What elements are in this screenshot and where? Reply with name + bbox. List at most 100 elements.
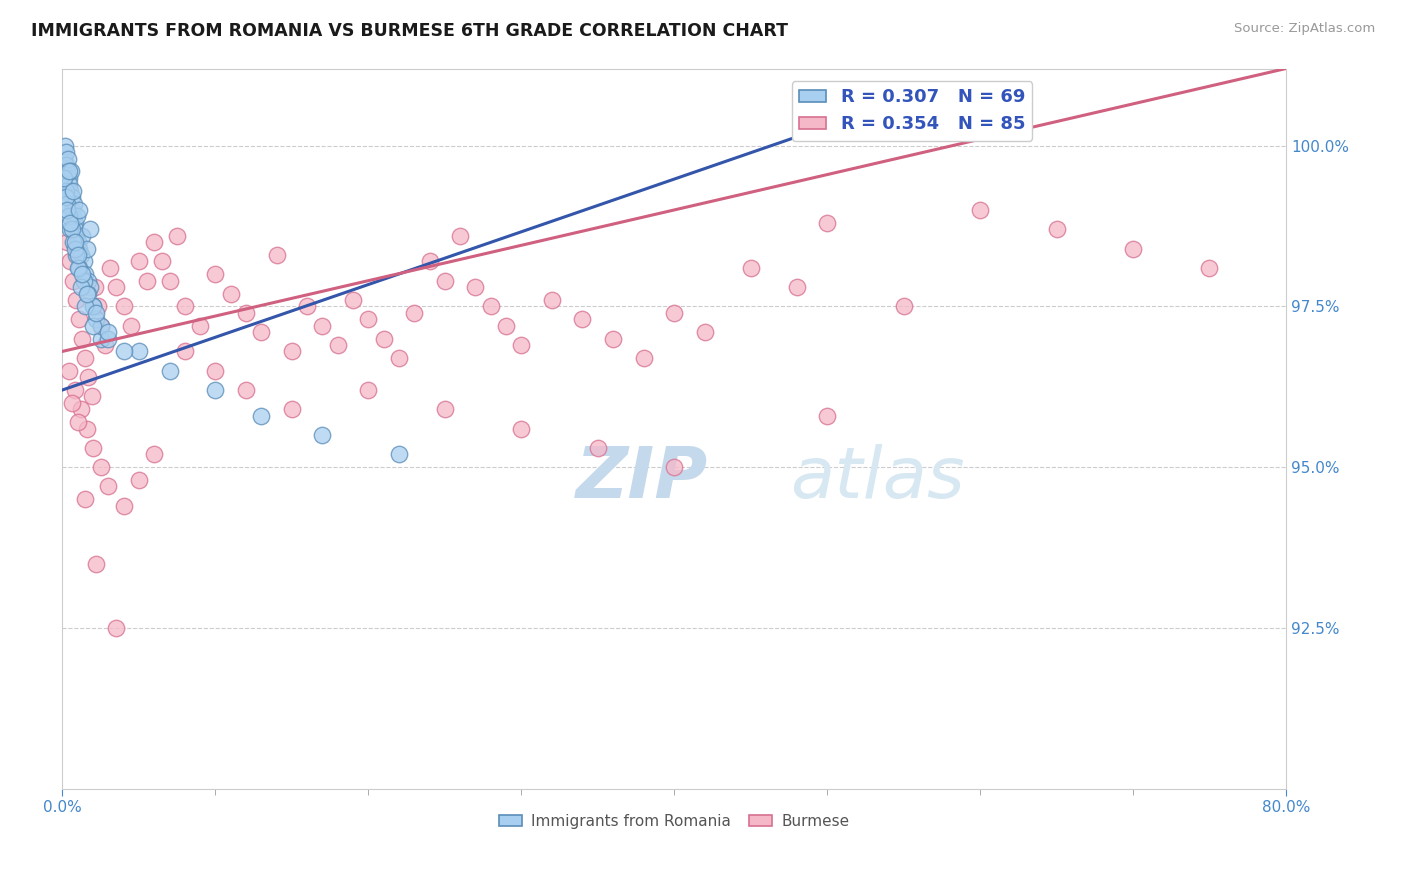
Point [433,274,456,288]
Point [82,318,104,333]
Point [58,210,80,224]
Point [90,332,112,346]
Point [464,280,486,294]
Point [664,306,686,320]
Point [76,421,98,435]
Point [633,351,655,365]
Point [55,145,77,160]
Point [97,325,120,339]
Point [815,216,838,230]
Point [143,235,166,249]
Point [166,228,188,243]
Point [479,299,502,313]
Point [67,260,90,275]
Point [59,254,82,268]
Point [143,447,166,461]
Point [79,222,101,236]
Point [112,499,135,513]
Point [90,460,112,475]
Point [66,235,89,249]
Point [72,332,94,346]
Point [128,254,150,268]
Text: Source: ZipAtlas.com: Source: ZipAtlas.com [1234,22,1375,36]
Point [53,138,76,153]
Point [56,164,79,178]
Point [98,260,121,275]
Point [295,299,318,313]
Point [159,364,181,378]
Point [63,242,86,256]
Point [70,402,93,417]
Text: IMMIGRANTS FROM ROMANIA VS BURMESE 6TH GRADE CORRELATION CHART: IMMIGRANTS FROM ROMANIA VS BURMESE 6TH G… [31,22,787,40]
Point [893,299,915,313]
Point [58,170,80,185]
Point [419,254,441,268]
Point [75,299,97,313]
Point [56,196,79,211]
Point [60,190,83,204]
Point [373,332,395,346]
Point [173,344,195,359]
Point [72,228,94,243]
Point [66,210,89,224]
Point [76,286,98,301]
Point [63,383,86,397]
Point [541,293,564,307]
Point [266,248,288,262]
Point [73,254,96,268]
Point [105,280,128,294]
Point [77,274,100,288]
Point [342,293,364,307]
Point [495,318,517,333]
Point [94,338,117,352]
Point [128,344,150,359]
Point [59,222,82,236]
Point [90,318,112,333]
Point [433,402,456,417]
Point [786,280,808,294]
Point [63,216,86,230]
Point [62,184,84,198]
Point [67,312,90,326]
Point [62,235,84,249]
Point [58,164,80,178]
Point [66,248,89,262]
Point [82,299,104,313]
Point [135,274,157,288]
Point [90,318,112,333]
Point [112,299,135,313]
Point [449,228,471,243]
Point [84,312,107,326]
Point [219,286,242,301]
Point [357,312,380,326]
Point [63,235,86,249]
Point [66,415,89,429]
Point [357,383,380,397]
Point [969,202,991,217]
Point [188,318,211,333]
Point [70,248,93,262]
Point [53,152,76,166]
Text: atlas: atlas [790,444,965,514]
Point [63,196,86,211]
Point [82,441,104,455]
Point [59,184,82,198]
Point [55,158,77,172]
Point [510,338,533,352]
Point [56,152,79,166]
Point [75,351,97,365]
Point [66,260,89,275]
Point [571,312,593,326]
Point [97,479,120,493]
Point [55,184,77,198]
Point [77,370,100,384]
Point [250,409,273,423]
Point [84,306,107,320]
Point [602,332,624,346]
Point [79,280,101,294]
Point [53,170,76,185]
Point [59,216,82,230]
Point [75,492,97,507]
Point [120,318,142,333]
Point [693,325,716,339]
